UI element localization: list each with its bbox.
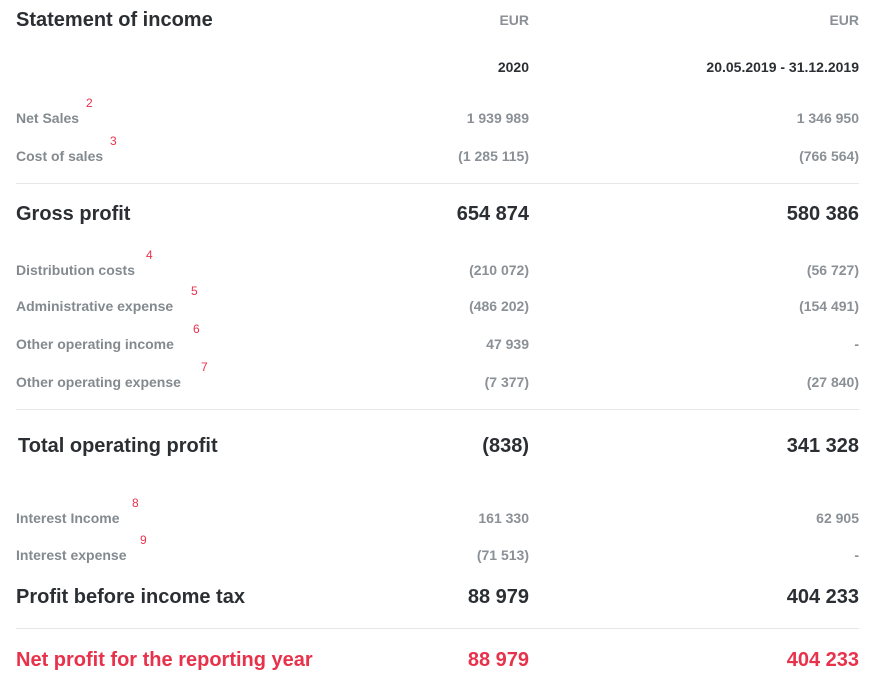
value-2020: (1 285 115) (458, 148, 529, 164)
value-2019: 341 328 (786, 435, 859, 457)
value-2019: 62 905 (816, 510, 859, 526)
value-2019: - (854, 336, 859, 352)
note-ref: 6 (193, 322, 200, 336)
note-ref: 8 (132, 496, 139, 510)
row-label-other-operating-expense: Other operating expense (16, 374, 181, 390)
value-2020: (71 513) (476, 547, 529, 563)
value-2020: 47 939 (486, 336, 529, 352)
note-ref: 2 (86, 96, 93, 110)
statement-title: Statement of income (16, 9, 213, 31)
currency-2020: EUR (499, 12, 529, 28)
period-2020: 2020 (497, 59, 529, 75)
period-2019: 20.05.2019 - 31.12.2019 (706, 59, 859, 75)
divider (16, 409, 859, 410)
value-2020: 1 939 989 (466, 110, 529, 126)
value-2020: (838) (482, 435, 529, 457)
currency-2019: EUR (829, 12, 859, 28)
value-2019: (56 727) (806, 262, 859, 278)
value-2019: - (854, 547, 859, 563)
value-2019: (766 564) (799, 148, 859, 164)
row-label-interest-expense: Interest expense (16, 547, 127, 563)
value-2020: (486 202) (469, 298, 529, 314)
value-2019: 580 386 (786, 203, 859, 225)
value-2019: 404 233 (786, 586, 859, 608)
value-2019: (154 491) (799, 298, 859, 314)
value-2019: 404 233 (786, 649, 859, 671)
divider (16, 183, 859, 184)
row-label-profit-before-income-tax: Profit before income tax (16, 586, 245, 608)
value-2020: 161 330 (478, 510, 529, 526)
note-ref: 5 (191, 284, 198, 298)
note-ref: 7 (201, 360, 208, 374)
divider (16, 628, 859, 629)
row-label-administrative-expense: Administrative expense (16, 298, 174, 314)
value-2020: 88 979 (467, 649, 529, 671)
value-2020: (7 377) (484, 374, 529, 390)
row-label-cost-of-sales: Cost of sales (16, 148, 104, 164)
row-label-gross-profit: Gross profit (16, 203, 131, 225)
row-label-net-profit: Net profit for the reporting year (16, 649, 313, 671)
value-2019: (27 840) (806, 374, 859, 390)
row-label-net-sales: Net Sales (16, 110, 80, 126)
value-2020: 654 874 (456, 203, 529, 225)
note-ref: 3 (110, 134, 117, 148)
value-2019: 1 346 950 (796, 110, 859, 126)
note-ref: 9 (140, 533, 147, 547)
value-2020: 88 979 (467, 586, 529, 608)
row-label-interest-income: Interest Income (16, 510, 120, 526)
row-label-total-operating-profit: Total operating profit (18, 435, 218, 457)
note-ref: 4 (146, 248, 153, 262)
value-2020: (210 072) (469, 262, 529, 278)
row-label-other-operating-income: Other operating income (16, 336, 174, 352)
row-label-distribution-costs: Distribution costs (16, 262, 136, 278)
